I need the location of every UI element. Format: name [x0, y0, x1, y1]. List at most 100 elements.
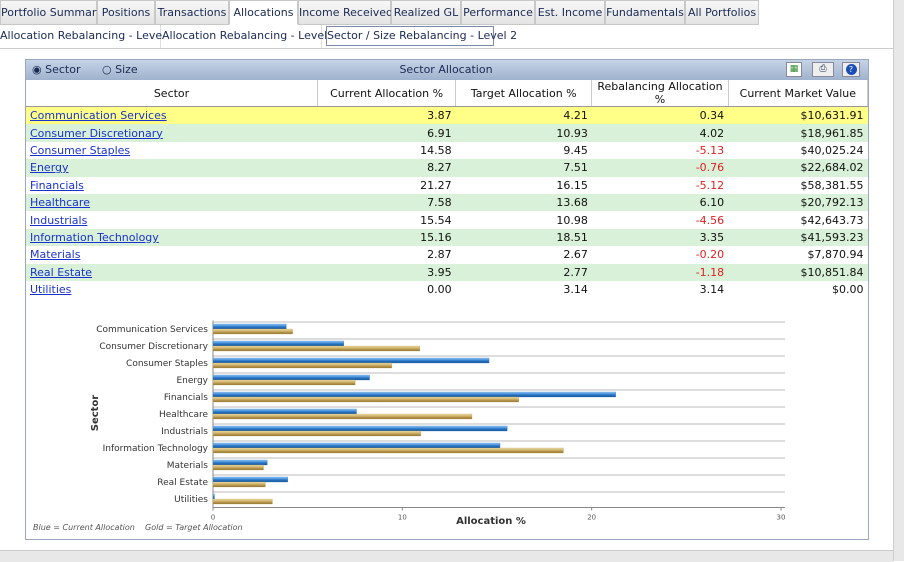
cell: 6.91 [317, 124, 456, 142]
sector-link[interactable]: Communication Services [30, 109, 167, 123]
cell: 3.95 [317, 263, 456, 281]
sector-link[interactable]: Materials [30, 248, 81, 262]
cell: $42,643.73 [800, 213, 864, 227]
sector-link[interactable]: Industrials [30, 213, 88, 227]
sector-link[interactable]: Consumer Discretionary [30, 126, 163, 140]
cell: 9.45 [563, 143, 588, 157]
cell: Consumer Staples [26, 142, 318, 159]
table-row: Healthcare 7.58 13.68 6.10 $20,792.13 [26, 193, 868, 212]
divider [0, 48, 893, 49]
sector-link[interactable]: Financials [30, 178, 84, 192]
table-row: Financials 21.27 16.15 -5.12 $58,381.55 [26, 177, 868, 194]
cell: 0.00 [427, 283, 452, 297]
column-header: Target Allocation % [455, 80, 593, 107]
cell: 13.68 [455, 193, 592, 212]
radio-sector[interactable]: ◉ Sector [32, 63, 81, 76]
cell: $10,631.91 [728, 106, 868, 125]
subtab[interactable]: Allocation Rebalancing - Level 2 [162, 25, 338, 48]
table-row: Real Estate 3.95 2.77 -1.18 $10,851.84 [26, 263, 868, 281]
print-icon[interactable]: ⎙ [812, 62, 834, 77]
cell: -1.18 [591, 263, 729, 281]
cell: Financials [26, 177, 318, 194]
cell: 3.35 [591, 228, 729, 247]
cell: 3.14 [699, 283, 725, 297]
cell: 14.58 [420, 143, 452, 157]
radio-label: Size [115, 63, 138, 76]
sector-link[interactable]: Utilities [30, 283, 72, 297]
column-header: Sector [26, 80, 319, 107]
cell: 21.27 [420, 178, 452, 192]
cell: $40,025.24 [800, 143, 864, 157]
cell: Utilities [26, 281, 318, 298]
column-header: Current Allocation % [317, 80, 457, 107]
cell: $58,381.55 [800, 178, 864, 192]
cell: 7.51 [455, 159, 592, 177]
cell: 18.51 [455, 228, 592, 247]
tab[interactable]: Est. Income [535, 0, 605, 25]
cell: 7.58 [317, 193, 456, 212]
cell: 10.93 [455, 124, 592, 142]
cell: Materials [26, 246, 318, 263]
tab[interactable]: Portfolio Summary [0, 0, 103, 25]
cell: -4.56 [695, 213, 725, 227]
table-row: Energy 8.27 7.51 -0.76 $22,684.02 [26, 159, 868, 177]
column-header: Rebalancing Allocation % [591, 80, 729, 107]
tab[interactable]: Transactions [155, 0, 229, 25]
radio-size[interactable]: ○ Size [102, 63, 138, 76]
table-row: Communication Services 3.87 4.21 0.34 $10,63… [26, 106, 868, 125]
cell: -0.76 [591, 159, 729, 177]
tab[interactable]: Positions [97, 0, 155, 25]
panel-header: ◉ Sector ○ Size Sector Allocation ▦ ⎙ ? [26, 60, 868, 80]
sector-link[interactable]: Healthcare [30, 196, 90, 210]
cell: Energy [26, 159, 318, 177]
cell: $10,851.84 [728, 263, 868, 281]
cell: $20,792.13 [728, 193, 868, 212]
tab[interactable]: Fundamentals [605, 0, 685, 25]
table-row: Utilities 0.00 3.14 3.14 $0.00 [26, 281, 868, 298]
subtab[interactable]: Sector / Size Rebalancing - Level 2 [326, 26, 517, 46]
tab[interactable]: Realized GL [391, 0, 461, 25]
cell: $0.00 [832, 283, 864, 297]
cell: 3.87 [317, 106, 456, 125]
cell: Communication Services [26, 106, 318, 125]
table-row: Consumer Discretionary 6.91 10.93 4.02 $18,9… [26, 124, 868, 142]
cell: 3.14 [563, 283, 588, 297]
cell: 4.02 [591, 124, 729, 142]
table-row: Consumer Staples 14.58 9.45 -5.13 $40,025.24 [26, 142, 868, 159]
excel-icon[interactable]: ▦ [786, 62, 802, 77]
cell: -5.12 [695, 178, 725, 192]
cell: 15.54 [420, 213, 452, 227]
cell: Healthcare [26, 193, 318, 212]
tab[interactable]: Income Received [298, 0, 393, 25]
cell: Real Estate [26, 263, 318, 281]
table-row: Industrials 15.54 10.98 -4.56 $42,643.73 [26, 211, 868, 228]
scrollbar [893, 0, 904, 561]
sector-link[interactable]: Consumer Staples [30, 143, 131, 157]
allocation-table: Sector Current Allocation % Target Allocat… [26, 80, 869, 298]
tab[interactable]: Allocations [229, 0, 298, 25]
cell: Industrials [26, 211, 318, 228]
help-icon[interactable]: ? [842, 62, 860, 77]
column-header: Current Market Value [728, 80, 869, 107]
tab[interactable]: Performance [461, 0, 535, 25]
panel: ◉ Sector ○ Size Sector Allocation ▦ ⎙ ? … [25, 59, 869, 540]
sector-link[interactable]: Real Estate [30, 265, 93, 279]
cell: 8.27 [317, 159, 456, 177]
cell: 2.77 [455, 263, 592, 281]
cell: $18,961.85 [728, 124, 868, 142]
tab[interactable]: All Portfolios [685, 0, 759, 25]
cell: 10.98 [556, 213, 588, 227]
cell: 16.15 [556, 178, 588, 192]
cell: 0.34 [591, 106, 729, 125]
cell: -0.20 [695, 248, 725, 262]
radio-label: Sector [45, 63, 81, 76]
sector-link[interactable]: Information Technology [30, 230, 159, 244]
bottom-bar [0, 550, 893, 562]
sector-link[interactable]: Energy [30, 161, 69, 175]
cell: -5.13 [695, 143, 725, 157]
table-row: Information Technology 15.16 18.51 3.35 $41,… [26, 228, 868, 247]
cell: 4.21 [455, 106, 592, 125]
subtab[interactable]: Allocation Rebalancing - Level 1 [0, 25, 176, 48]
panel-title: Sector Allocation [399, 63, 493, 76]
